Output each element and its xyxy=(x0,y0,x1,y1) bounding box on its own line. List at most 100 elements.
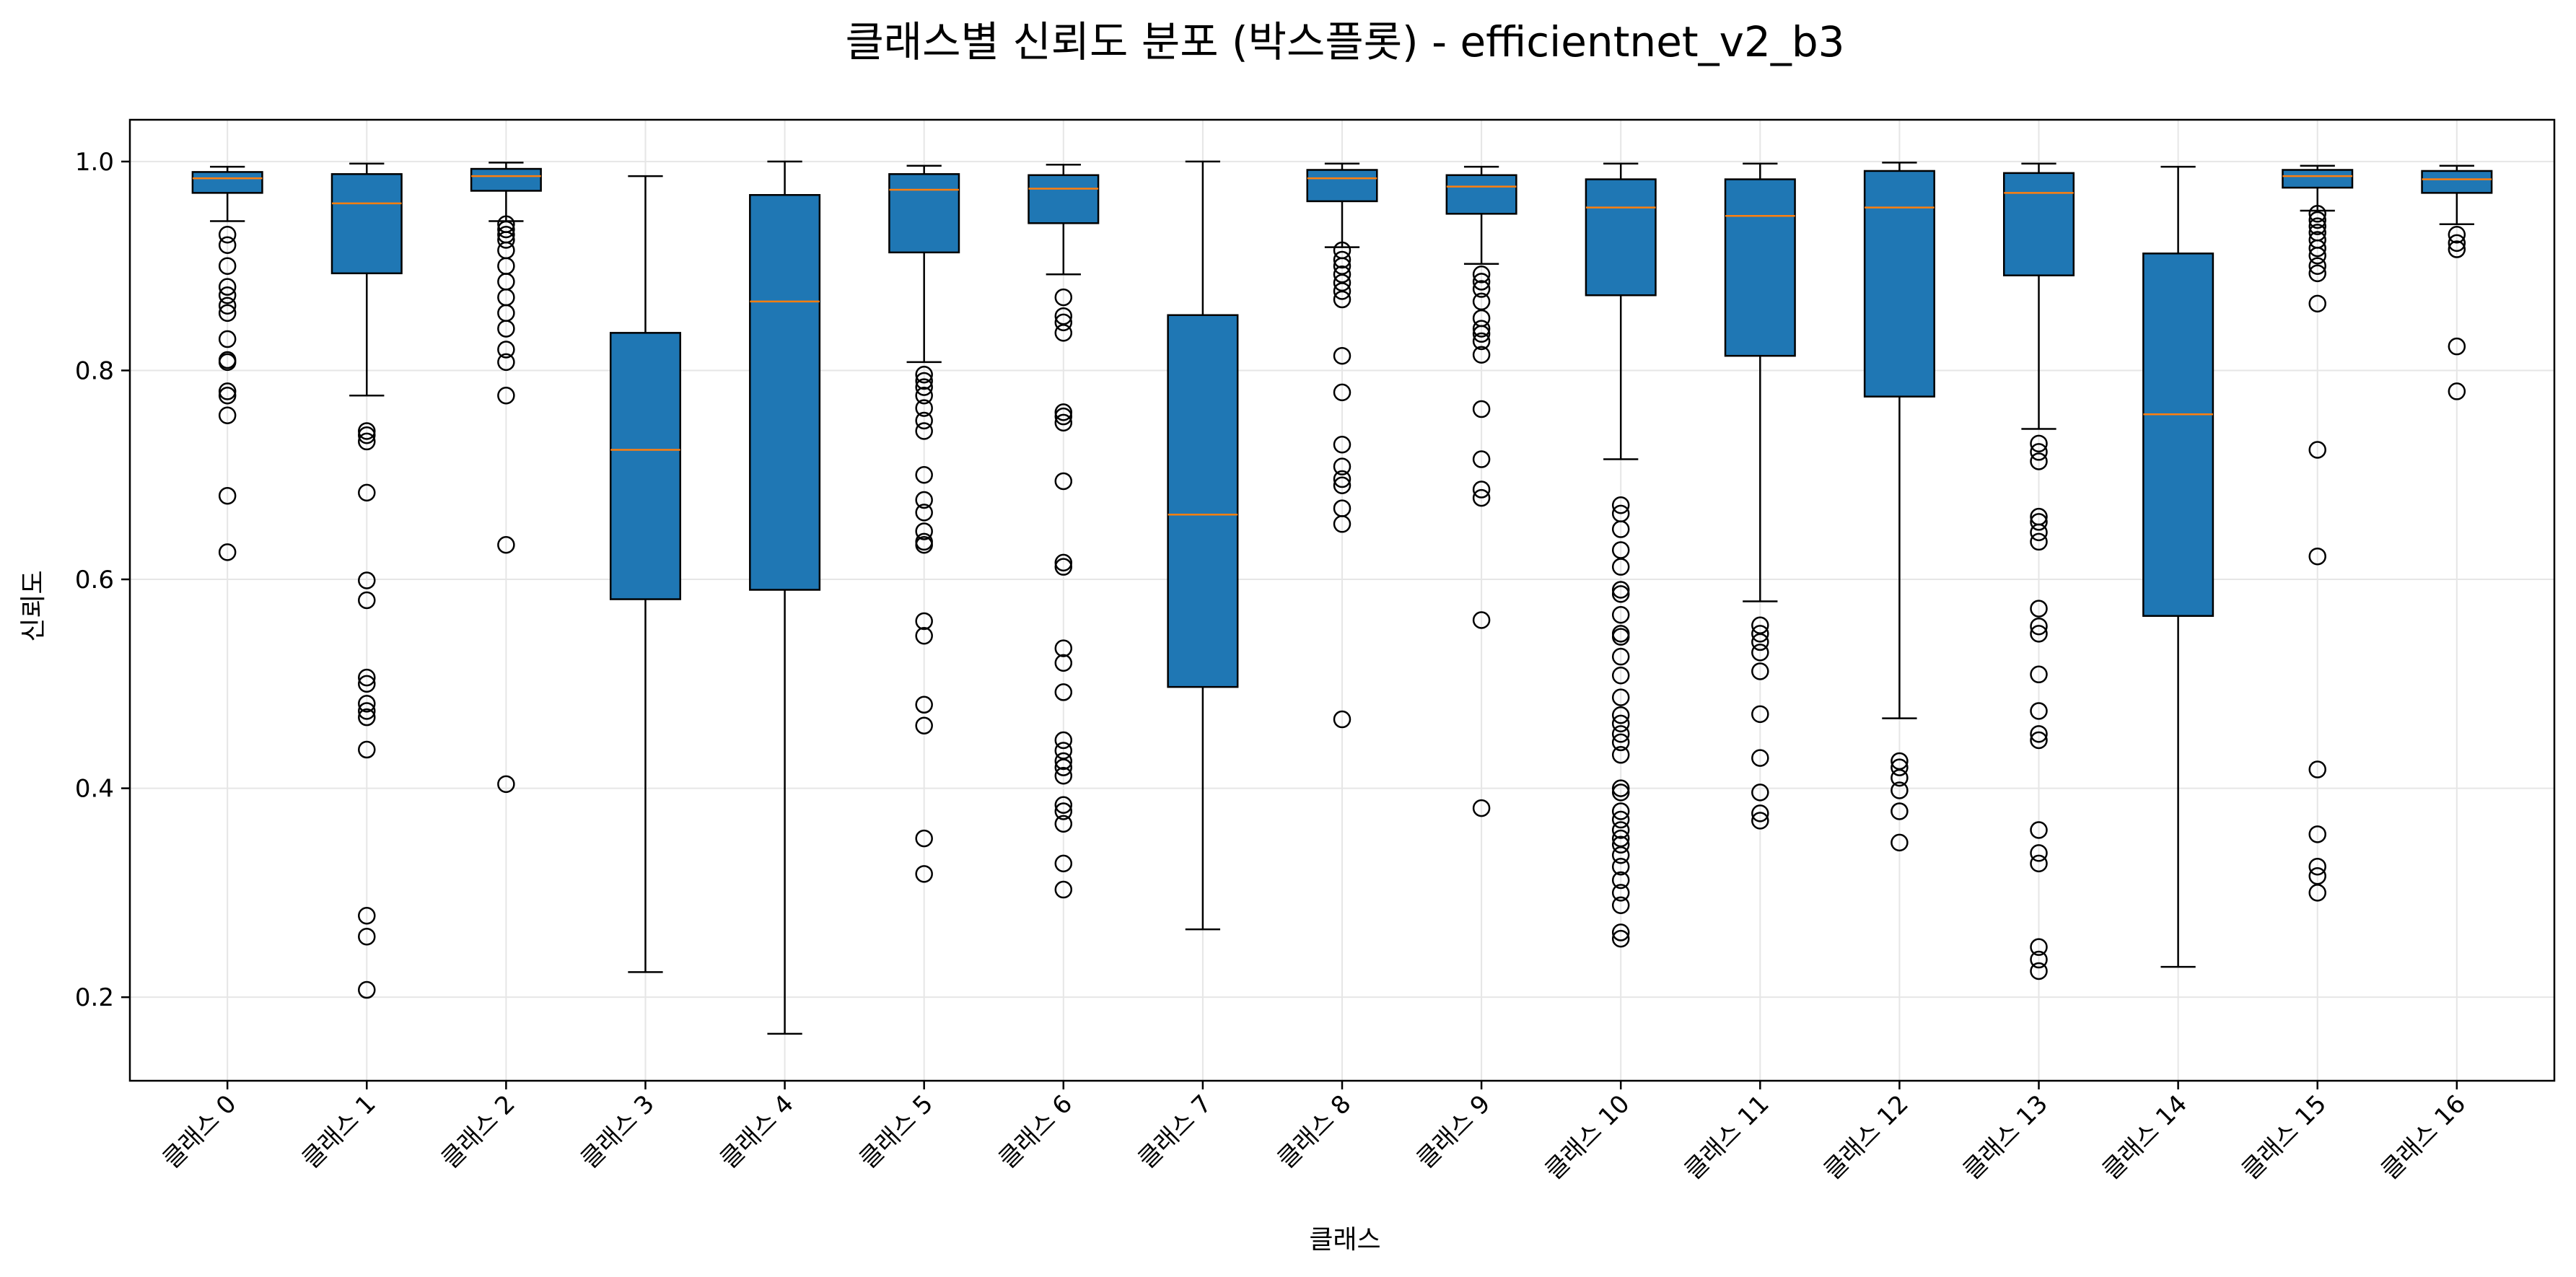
outlier-point xyxy=(358,591,376,610)
outlier-point xyxy=(1611,929,1630,948)
outlier-point xyxy=(1611,846,1630,864)
outlier-point xyxy=(1054,796,1073,815)
outlier-point xyxy=(1054,407,1073,426)
outlier-point xyxy=(497,220,515,239)
outlier-point xyxy=(915,504,933,522)
iqr-box xyxy=(2002,172,2075,276)
outlier-point xyxy=(1054,553,1073,572)
outlier-point xyxy=(2030,725,2048,743)
outlier-point xyxy=(1611,884,1630,902)
x-tick-label: 클래스 8 xyxy=(1272,1089,1357,1175)
outlier-point xyxy=(2308,547,2326,566)
outlier-point xyxy=(2030,702,2048,720)
plot-frame xyxy=(128,118,2556,1082)
box-group xyxy=(609,175,682,973)
outlier-point xyxy=(1333,346,1351,365)
outlier-point xyxy=(218,543,237,561)
outlier-point xyxy=(1054,815,1073,833)
iqr-box xyxy=(749,193,821,591)
outlier-point xyxy=(1611,647,1630,666)
box-group xyxy=(1724,162,1796,830)
iqr-box xyxy=(1445,174,1517,215)
outlier-point xyxy=(1751,749,1769,767)
outlier-point xyxy=(2448,226,2466,244)
outlier-point xyxy=(218,486,237,505)
iqr-box xyxy=(609,332,682,600)
outlier-point xyxy=(2448,240,2466,258)
box-group xyxy=(2002,162,2075,980)
outlier-point xyxy=(2030,434,2048,453)
outlier-point xyxy=(915,411,933,430)
outlier-point xyxy=(1472,273,1491,291)
iqr-box xyxy=(1028,174,1100,224)
outlier-point xyxy=(1611,784,1630,802)
x-tick-label: 클래스 7 xyxy=(1133,1089,1218,1175)
outlier-point xyxy=(218,353,237,372)
outlier-point xyxy=(1611,706,1630,724)
outlier-point xyxy=(218,382,237,400)
y-tick-label: 0.6 xyxy=(75,566,114,594)
outlier-point xyxy=(358,906,376,925)
box-group xyxy=(1445,165,1517,817)
outlier-point xyxy=(2030,854,2048,873)
outlier-point xyxy=(1751,625,1769,643)
outlier-point xyxy=(1751,644,1769,662)
x-tick-label: 클래스 15 xyxy=(2236,1089,2332,1185)
outlier-point xyxy=(218,286,237,304)
outlier-point xyxy=(1891,758,1909,776)
outlier-point xyxy=(1611,585,1630,603)
outlier-point xyxy=(1333,436,1351,454)
iqr-box xyxy=(1585,178,1657,297)
outlier-point xyxy=(2448,337,2466,356)
outlier-point xyxy=(1611,666,1630,685)
x-tick-label: 클래스 3 xyxy=(575,1089,660,1175)
outlier-point xyxy=(1891,802,1909,820)
boxes xyxy=(191,160,2493,1035)
y-axis-label: 신뢰도 xyxy=(19,570,48,641)
outlier-point xyxy=(218,406,237,424)
outlier-point xyxy=(2308,825,2326,843)
outlier-point xyxy=(1472,450,1491,468)
outlier-point xyxy=(1054,313,1073,332)
outlier-point xyxy=(2448,382,2466,400)
outlier-point xyxy=(2030,452,2048,470)
outlier-point xyxy=(497,536,515,554)
x-tick-label: 클래스 9 xyxy=(1411,1089,1497,1175)
outlier-point xyxy=(1054,854,1073,873)
outlier-point xyxy=(1472,346,1491,364)
outlier-point xyxy=(1333,515,1351,533)
outlier-point xyxy=(2308,884,2326,902)
outlier-point xyxy=(1054,758,1073,776)
outlier-point xyxy=(497,386,515,405)
outlier-point xyxy=(358,927,376,946)
outlier-point xyxy=(2030,938,2048,956)
outlier-point xyxy=(2308,857,2326,876)
y-tick-label: 0.8 xyxy=(75,356,114,385)
outlier-point xyxy=(1611,896,1630,915)
iqr-box xyxy=(1167,314,1239,688)
outlier-point xyxy=(358,571,376,589)
outlier-point xyxy=(2030,844,2048,862)
outlier-point xyxy=(1611,857,1630,876)
outlier-point xyxy=(1611,688,1630,706)
y-tick-label: 0.4 xyxy=(75,775,114,804)
outlier-point xyxy=(218,226,237,244)
outlier-point xyxy=(218,297,237,315)
outlier-point xyxy=(2030,600,2048,618)
outlier-point xyxy=(2308,217,2326,235)
outlier-point xyxy=(915,716,933,734)
x-axis-label: 클래스 xyxy=(1309,1225,1380,1255)
outlier-point xyxy=(358,708,376,727)
outlier-point xyxy=(1751,812,1769,830)
outlier-point xyxy=(1611,606,1630,624)
outlier-point xyxy=(2030,731,2048,750)
box-group xyxy=(1167,160,1239,931)
iqr-box xyxy=(330,173,403,275)
outlier-point xyxy=(1611,520,1630,538)
outlier-point xyxy=(1054,413,1073,432)
outlier-point xyxy=(1054,731,1073,750)
x-tick-label: 클래스 2 xyxy=(436,1089,521,1175)
outlier-point xyxy=(1054,880,1073,899)
outlier-point xyxy=(1472,488,1491,507)
